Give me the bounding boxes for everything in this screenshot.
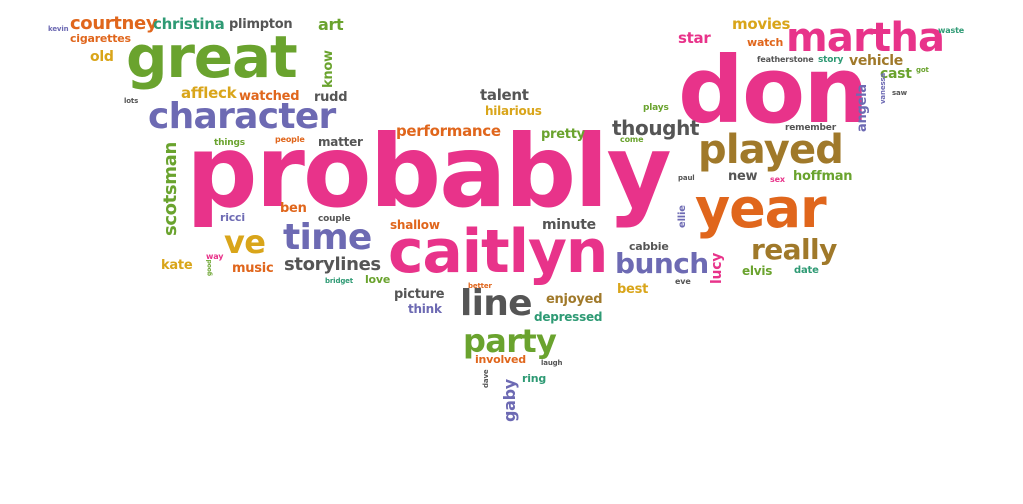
word: saw xyxy=(892,89,907,97)
word: better xyxy=(468,282,492,290)
word: lucy xyxy=(709,252,725,284)
word: vanessa xyxy=(879,72,887,104)
word: bridget xyxy=(325,277,353,285)
word: laugh xyxy=(541,359,563,367)
word: plimpton xyxy=(229,17,293,32)
word: bunch xyxy=(615,247,709,280)
word: new xyxy=(728,169,758,184)
word: cast xyxy=(880,66,912,82)
word: thought xyxy=(612,116,700,140)
word: art xyxy=(318,15,344,34)
word: cigarettes xyxy=(70,32,131,45)
word: vehicle xyxy=(849,53,904,69)
word: way xyxy=(206,252,224,261)
word: sex xyxy=(770,175,785,184)
word: storylines xyxy=(284,254,381,275)
word: hoffman xyxy=(793,169,853,184)
word: enjoyed xyxy=(546,292,603,307)
word: picture xyxy=(394,287,445,302)
word: ring xyxy=(522,372,547,385)
word: really xyxy=(751,233,837,266)
word: old xyxy=(90,49,114,65)
word: waste xyxy=(938,26,965,35)
word: scotsman xyxy=(160,142,181,236)
word: love xyxy=(365,273,391,286)
word: played xyxy=(698,127,844,173)
word: eve xyxy=(675,277,691,286)
word: lots xyxy=(124,97,139,105)
word: ricci xyxy=(220,211,245,224)
word: martha xyxy=(786,15,945,61)
word: depressed xyxy=(534,310,603,324)
word: matter xyxy=(318,135,363,149)
word: pretty xyxy=(541,127,585,142)
word: talent xyxy=(480,86,529,104)
word: watched xyxy=(239,89,300,104)
word: story xyxy=(818,55,844,65)
word: dave xyxy=(482,369,490,389)
word: ve xyxy=(224,223,266,261)
word: shallow xyxy=(390,218,440,232)
word: character xyxy=(148,96,336,137)
word: angela xyxy=(855,84,870,132)
word: courtney xyxy=(70,13,158,34)
word: probably xyxy=(186,113,672,230)
word: star xyxy=(678,29,711,47)
word: ellie xyxy=(677,205,688,228)
word: elvis xyxy=(742,264,773,278)
word: watch xyxy=(747,36,784,49)
word: got xyxy=(916,66,929,74)
word: music xyxy=(232,261,274,276)
word: date xyxy=(794,265,819,276)
word: involved xyxy=(475,353,526,366)
word: rudd xyxy=(314,90,348,105)
word: know xyxy=(321,50,336,88)
word: gaby xyxy=(500,379,519,422)
word: minute xyxy=(542,217,596,233)
word: best xyxy=(617,282,649,297)
word: year xyxy=(695,177,827,240)
word: come xyxy=(620,135,644,144)
word: time xyxy=(283,217,372,258)
word: christina xyxy=(153,15,225,33)
word: kevin xyxy=(48,25,69,33)
word: hilarious xyxy=(485,104,542,118)
word: people xyxy=(275,135,305,144)
word: things xyxy=(214,138,245,148)
word: think xyxy=(408,302,442,316)
word: movies xyxy=(732,15,791,33)
word: kate xyxy=(161,258,193,273)
word: paul xyxy=(678,174,695,182)
word: cabbie xyxy=(629,240,669,253)
word: featherstone xyxy=(757,55,814,64)
word: line xyxy=(460,283,533,324)
word: great xyxy=(126,23,298,91)
word: affleck xyxy=(181,84,237,102)
word: couple xyxy=(318,214,351,224)
word: good xyxy=(206,259,213,276)
word: ben xyxy=(280,201,307,216)
word: plays xyxy=(643,103,669,113)
word: party xyxy=(463,322,557,360)
word: caitlyn xyxy=(388,217,608,287)
word: performance xyxy=(396,122,501,140)
word: remember xyxy=(785,123,836,133)
word: don xyxy=(678,37,869,144)
